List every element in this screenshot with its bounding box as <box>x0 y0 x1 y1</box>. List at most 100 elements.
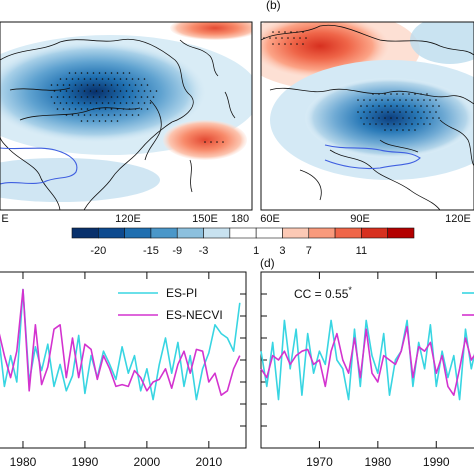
stipple-dot <box>80 108 83 110</box>
stipple-dot <box>284 43 286 45</box>
stipple-dot <box>372 117 374 119</box>
stipple-dot <box>140 84 143 86</box>
stipple-dot <box>83 78 86 80</box>
chart-d: 1970 1980 1990 CC = 0.55* <box>260 271 474 469</box>
colorbar-swatch <box>334 227 362 239</box>
stipple-dot <box>101 114 104 116</box>
stipple-dot <box>363 123 365 125</box>
stipple-dot <box>119 78 122 80</box>
stipple-dot <box>399 123 401 125</box>
stipple-dot <box>98 72 101 74</box>
stipple-dot <box>59 78 62 80</box>
stipple-dot <box>77 90 80 92</box>
stipple-dot <box>390 105 392 107</box>
stipple-dot <box>375 123 377 125</box>
stipple-dot <box>116 96 119 98</box>
stipple-dot <box>375 111 377 113</box>
stipple-dot <box>405 99 407 101</box>
stipple-dot <box>116 120 119 122</box>
stipple-dot <box>393 123 395 125</box>
map-left-blue-anomaly <box>0 42 205 142</box>
stipple-dot <box>59 90 62 92</box>
series-line <box>0 288 241 396</box>
stipple-dot <box>429 111 431 113</box>
stipple-dot <box>381 123 383 125</box>
colorbar-label: 1 <box>253 245 259 257</box>
stipple-dot <box>137 114 140 116</box>
stipple-dot <box>405 123 407 125</box>
stipple-dot <box>384 117 386 119</box>
colorbar-swatch <box>203 227 231 239</box>
x-tick-label: 1990 <box>423 455 450 469</box>
stipple-dot <box>74 96 77 98</box>
series-line <box>0 288 241 401</box>
stipple-dot <box>149 102 152 104</box>
stipple-dot <box>393 111 395 113</box>
colorbar-swatch <box>176 227 204 239</box>
colorbar-label: -20 <box>90 245 106 257</box>
stipple-dot <box>83 114 86 116</box>
stipple-dot <box>65 78 68 80</box>
stipple-dot <box>125 102 128 104</box>
stipple-dot <box>119 114 122 116</box>
stipple-dot <box>59 102 62 104</box>
stipple-dot <box>272 31 274 33</box>
stipple-dot <box>378 117 380 119</box>
stipple-dot <box>116 72 119 74</box>
stipple-dot <box>86 108 89 110</box>
stipple-dot <box>432 117 434 119</box>
stipple-dot <box>204 141 206 143</box>
stipple-dot <box>363 111 365 113</box>
map-left-plateau-outline <box>0 147 78 185</box>
x-tick-label: 2010 <box>195 455 222 469</box>
stipple-dot <box>71 114 74 116</box>
stipple-dot <box>429 123 431 125</box>
stipple-dot <box>62 108 65 110</box>
stipple-dot <box>408 117 410 119</box>
stipple-dot <box>399 99 401 101</box>
stipple-dot <box>417 123 419 125</box>
stipple-dot <box>86 84 89 86</box>
stipple-dot <box>98 120 101 122</box>
stipple-dot <box>369 123 371 125</box>
stipple-dot <box>387 99 389 101</box>
stipple-dot <box>149 90 152 92</box>
stipple-dot <box>74 84 77 86</box>
stipple-dot <box>146 108 149 110</box>
stipple-dot <box>408 129 410 131</box>
stipple-dot <box>143 90 146 92</box>
x-tick-label: 2000 <box>134 455 161 469</box>
stipple-dot <box>122 84 125 86</box>
map-left-coastlines <box>0 38 236 210</box>
stipple-dot <box>80 96 83 98</box>
stipple-dot <box>128 96 131 98</box>
legend-label: ES-PI <box>166 286 197 300</box>
stipple-dot <box>372 105 374 107</box>
map-left-tick-label: 150E <box>192 213 218 225</box>
stipple-dot <box>414 93 416 95</box>
stipple-dot <box>89 78 92 80</box>
stipple-dot <box>71 90 74 92</box>
stipple-dot <box>83 102 86 104</box>
chart-c: 1980 1990 2000 2010 ES-PI ES-NECVI <box>0 271 247 469</box>
stipple-dot <box>71 102 74 104</box>
stipple-dot <box>95 78 98 80</box>
colorbar-swatch <box>282 227 310 239</box>
stipple-dot <box>375 99 377 101</box>
stipple-dot <box>68 108 71 110</box>
stipple-dot <box>290 31 292 33</box>
stipple-dot <box>131 90 134 92</box>
stipple-dot <box>104 84 107 86</box>
stipple-dot <box>369 111 371 113</box>
stipple-dot <box>77 114 80 116</box>
stipple-dot <box>95 102 98 104</box>
stipple-dot <box>278 31 280 33</box>
stipple-dot <box>152 96 155 98</box>
stipple-dot <box>101 78 104 80</box>
map-right-plateau-outline <box>324 144 421 170</box>
stipple-dot <box>396 117 398 119</box>
stipple-dot <box>417 111 419 113</box>
stipple-dot <box>110 120 113 122</box>
stipple-dot <box>89 90 92 92</box>
